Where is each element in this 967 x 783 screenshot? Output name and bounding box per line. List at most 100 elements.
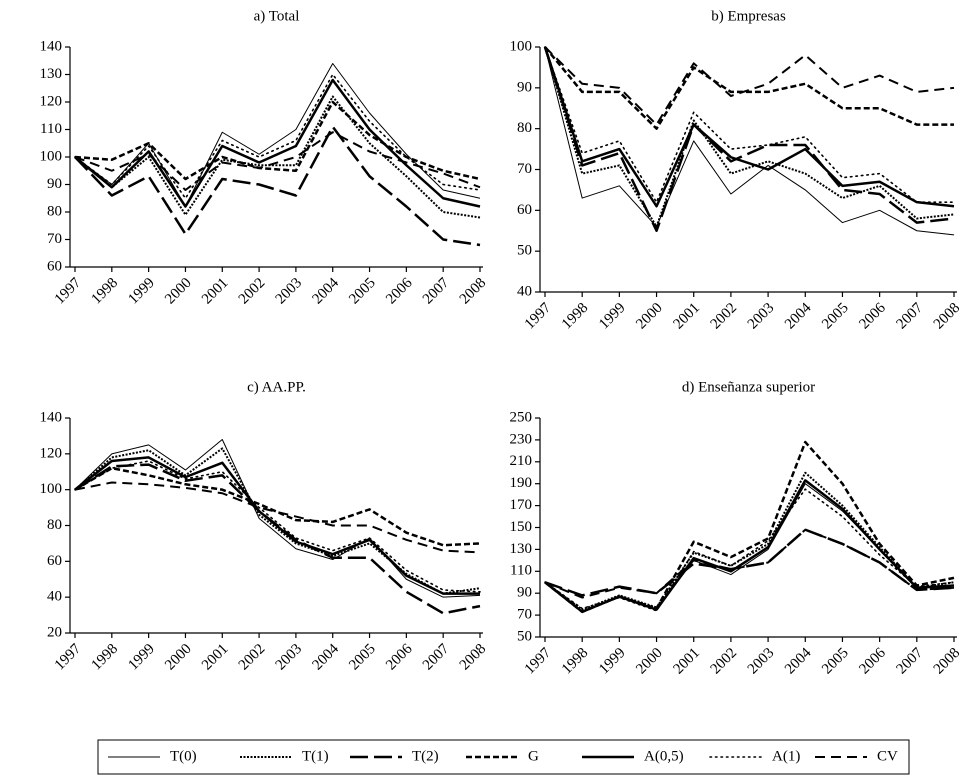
series-line [544,46,954,130]
x-tick-label: 2002 [708,645,741,678]
x-tick-label: 1997 [52,275,85,308]
y-tick-label: 110 [510,563,532,579]
y-tick-label: 40 [47,589,62,605]
x-tick-label: 2004 [309,641,342,674]
series-line [74,100,481,181]
x-tick-label: 2005 [346,275,379,308]
x-tick-label: 1999 [596,300,629,333]
y-tick-label: 110 [40,121,62,137]
x-tick-label: 1998 [89,641,122,674]
y-tick-label: 100 [510,38,533,54]
x-tick-label: 2003 [745,645,778,678]
series-line [543,46,955,232]
series-line [74,460,481,593]
x-tick-label: 2008 [457,641,490,674]
legend-label: A(1) [772,748,800,764]
x-tick-label: 2007 [420,275,453,308]
x-tick-label: 2003 [745,300,778,333]
y-tick-label: 100 [40,481,63,497]
y-tick-label: 130 [40,66,63,82]
y-tick-label: 210 [510,453,533,469]
x-tick-label: 2004 [309,275,342,308]
y-tick-label: 60 [47,258,62,274]
series-line [74,73,481,200]
y-tick-label: 80 [47,203,62,219]
y-tick-label: 170 [510,497,533,513]
x-tick-label: 1997 [522,645,555,678]
series-line [74,447,481,595]
x-tick-label: 2008 [931,300,964,333]
y-tick-label: 70 [47,231,62,247]
series-line [74,131,481,191]
y-tick-label: 50 [517,628,532,644]
legend-label: CV [877,748,898,764]
x-tick-label: 2003 [273,275,306,308]
series-line [544,46,955,203]
x-tick-label: 1997 [522,300,555,333]
x-tick-label: 2001 [670,300,703,333]
x-tick-label: 2004 [782,300,815,333]
legend-label: G [528,748,539,764]
x-tick-label: 1999 [125,275,158,308]
y-tick-label: 60 [517,202,532,218]
x-tick-label: 2006 [856,645,889,678]
series-line [74,439,481,598]
series-line [74,466,481,547]
x-tick-label: 1999 [596,645,629,678]
chart-title: a) Total [254,8,300,24]
y-tick-label: 50 [517,243,532,259]
y-tick-label: 230 [510,431,533,447]
x-tick-label: 2000 [633,300,666,333]
x-tick-label: 2001 [199,275,232,308]
x-tick-label: 1998 [559,300,592,333]
y-tick-label: 90 [47,176,62,192]
legend-label: T(1) [302,748,329,764]
x-tick-label: 2001 [199,641,232,674]
y-tick-label: 70 [517,607,532,623]
y-tick-label: 60 [47,553,62,569]
x-tick-label: 1999 [125,641,158,674]
x-tick-label: 2000 [633,645,666,678]
chart-title: c) AA.PP. [247,379,306,395]
y-tick-label: 80 [47,517,62,533]
y-tick-label: 120 [40,445,63,461]
series-line [544,471,955,611]
x-tick-label: 2002 [236,641,269,674]
x-tick-label: 1998 [559,645,592,678]
legend-label: T(2) [412,748,439,764]
y-tick-label: 190 [510,475,533,491]
x-tick-label: 2006 [856,300,889,333]
x-tick-label: 2006 [383,275,416,308]
series-line [544,46,955,236]
x-tick-label: 2002 [236,275,269,308]
y-tick-label: 250 [510,409,533,425]
x-tick-label: 1998 [89,275,122,308]
x-tick-label: 2000 [162,275,195,308]
series-line [74,63,481,207]
x-tick-label: 2007 [894,645,927,678]
series-line [544,46,955,228]
series-line [74,481,481,554]
y-tick-label: 140 [40,38,63,54]
y-tick-label: 90 [517,585,532,601]
series-line [543,46,955,208]
x-tick-label: 2007 [894,300,927,333]
y-tick-label: 140 [40,409,63,425]
x-tick-label: 2004 [782,645,815,678]
legend-label: T(0) [170,748,197,764]
series-line [74,456,480,595]
y-tick-label: 80 [517,120,532,136]
x-tick-label: 2008 [457,275,490,308]
x-tick-label: 2005 [819,300,852,333]
x-tick-label: 2000 [162,641,195,674]
x-tick-label: 2005 [819,645,852,678]
x-tick-label: 2001 [670,645,703,678]
x-tick-label: 2006 [383,641,416,674]
y-tick-label: 100 [40,148,63,164]
x-tick-label: 2005 [346,641,379,674]
x-tick-label: 2003 [273,641,306,674]
y-tick-label: 120 [40,93,63,109]
y-tick-label: 130 [510,541,533,557]
y-tick-label: 40 [517,283,532,299]
